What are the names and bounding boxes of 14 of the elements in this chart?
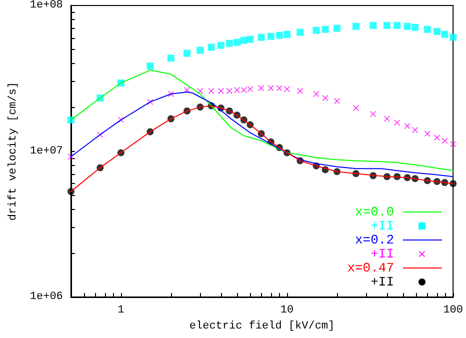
y-axis-title: drift velocity [cm/s] — [8, 82, 20, 221]
legend-label: x=0.47 — [347, 260, 394, 276]
x-tick-label: 1 — [118, 304, 125, 316]
legend-label: x=0.2 — [354, 232, 394, 248]
y-tick-label: 1e+07 — [30, 145, 63, 158]
legend-label: +II — [370, 274, 394, 290]
legend-label: x=0.0 — [354, 204, 394, 220]
legend-label: +II — [370, 218, 394, 234]
x-tick-label: 100 — [443, 304, 464, 316]
x-axis-title: electric field [kV/cm] — [189, 320, 335, 332]
y-tick-label: 1e+06 — [30, 291, 63, 303]
legend-label: +II — [370, 246, 394, 262]
y-tick-label: 1e+08 — [30, 0, 63, 12]
x-tick-label: 10 — [280, 304, 294, 316]
